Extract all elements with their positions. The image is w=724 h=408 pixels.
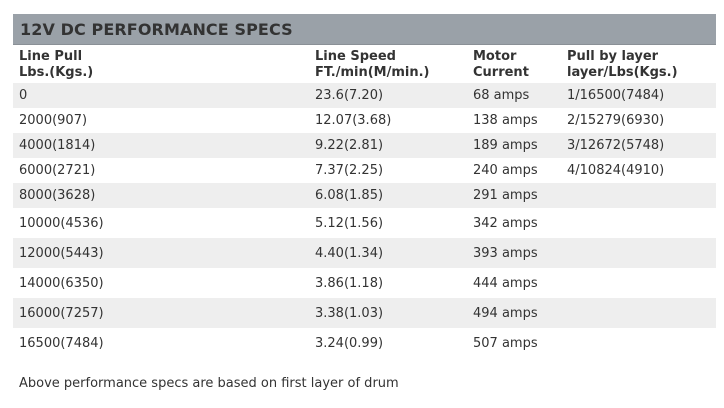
cell-pull-by-layer (561, 238, 716, 268)
table-row: 16000(7257) 3.38(1.03) 494 amps (13, 298, 716, 328)
cell-line-speed: 4.40(1.34) (309, 238, 467, 268)
cell-motor-current: 494 amps (467, 298, 561, 328)
cell-pull-by-layer (561, 298, 716, 328)
table-row: 8000(3628) 6.08(1.85) 291 amps (13, 183, 716, 208)
cell-pull-by-layer (561, 268, 716, 298)
table-row: 16500(7484) 3.24(0.99) 507 amps (13, 328, 716, 358)
table-row: 0 23.6(7.20) 68 amps 1/16500(7484) (13, 83, 716, 108)
table-row: 4000(1814) 9.22(2.81) 189 amps 3/12672(5… (13, 133, 716, 158)
cell-line-speed: 23.6(7.20) (309, 83, 467, 108)
cell-motor-current: 68 amps (467, 83, 561, 108)
cell-pull-by-layer (561, 328, 716, 358)
header-row: Line Pull Lbs.(Kgs.) Line Speed FT./min(M/… (13, 45, 716, 83)
header-pull-by-layer: Pull by layer layer/Lbs(Kgs.) (567, 49, 678, 80)
cell-motor-current: 240 amps (473, 163, 538, 178)
cell-line-pull: 14000(6350) (19, 275, 104, 291)
cell-pull-by-layer: 1/16500(7484) (561, 83, 716, 108)
specs-title-bar: 12V DC PERFORMANCE SPECS (13, 14, 716, 45)
cell-motor-current: 342 amps (473, 215, 538, 231)
table-row: 6000(2721) 7.37(2.25) 240 amps 4/10824(4… (13, 158, 716, 183)
header-motor-current: Motor Current (473, 49, 529, 80)
cell-motor-current: 507 amps (473, 335, 538, 351)
specs-table: Line Pull Lbs.(Kgs.) Line Speed FT./min(M/… (13, 45, 716, 358)
footnote: Above performance specs are based on fir… (19, 376, 399, 391)
cell-motor-current: 291 amps (467, 183, 561, 208)
cell-line-pull: 8000(3628) (13, 183, 309, 208)
cell-line-pull: 16000(7257) (13, 298, 309, 328)
cell-pull-by-layer: 3/12672(5748) (561, 133, 716, 158)
cell-pull-by-layer: 4/10824(4910) (567, 163, 665, 178)
cell-line-pull: 6000(2721) (19, 163, 96, 178)
cell-line-pull: 16500(7484) (19, 335, 104, 351)
cell-line-speed: 3.86(1.18) (315, 275, 384, 291)
cell-line-speed: 12.07(3.68) (315, 113, 392, 128)
cell-motor-current: 444 amps (473, 275, 538, 291)
cell-line-pull: 12000(5443) (13, 238, 309, 268)
cell-motor-current: 138 amps (473, 113, 538, 128)
cell-line-pull: 4000(1814) (13, 133, 309, 158)
cell-line-speed: 9.22(2.81) (309, 133, 467, 158)
cell-line-speed: 3.38(1.03) (309, 298, 467, 328)
header-line-speed: Line Speed FT./min(M/min.) (315, 49, 430, 80)
cell-motor-current: 393 amps (467, 238, 561, 268)
cell-motor-current: 189 amps (467, 133, 561, 158)
cell-line-speed: 6.08(1.85) (309, 183, 467, 208)
cell-line-pull: 0 (13, 83, 309, 108)
cell-line-pull: 10000(4536) (19, 215, 104, 231)
cell-line-speed: 5.12(1.56) (315, 215, 384, 231)
table-row: 2000(907) 12.07(3.68) 138 amps 2/15279(6… (13, 108, 716, 133)
table-row: 14000(6350) 3.86(1.18) 444 amps (13, 268, 716, 298)
table-row: 12000(5443) 4.40(1.34) 393 amps (13, 238, 716, 268)
cell-line-pull: 2000(907) (19, 113, 88, 128)
header-line-pull: Line Pull Lbs.(Kgs.) (19, 49, 94, 80)
cell-pull-by-layer (561, 208, 716, 238)
cell-pull-by-layer (561, 183, 716, 208)
table-row: 10000(4536) 5.12(1.56) 342 amps (13, 208, 716, 238)
cell-pull-by-layer: 2/15279(6930) (567, 113, 665, 128)
cell-line-speed: 3.24(0.99) (315, 335, 384, 351)
specs-title: 12V DC PERFORMANCE SPECS (20, 19, 293, 39)
cell-line-speed: 7.37(2.25) (315, 163, 384, 178)
specs-panel: 12V DC PERFORMANCE SPECS Line Pull Lbs.(K… (13, 14, 716, 358)
